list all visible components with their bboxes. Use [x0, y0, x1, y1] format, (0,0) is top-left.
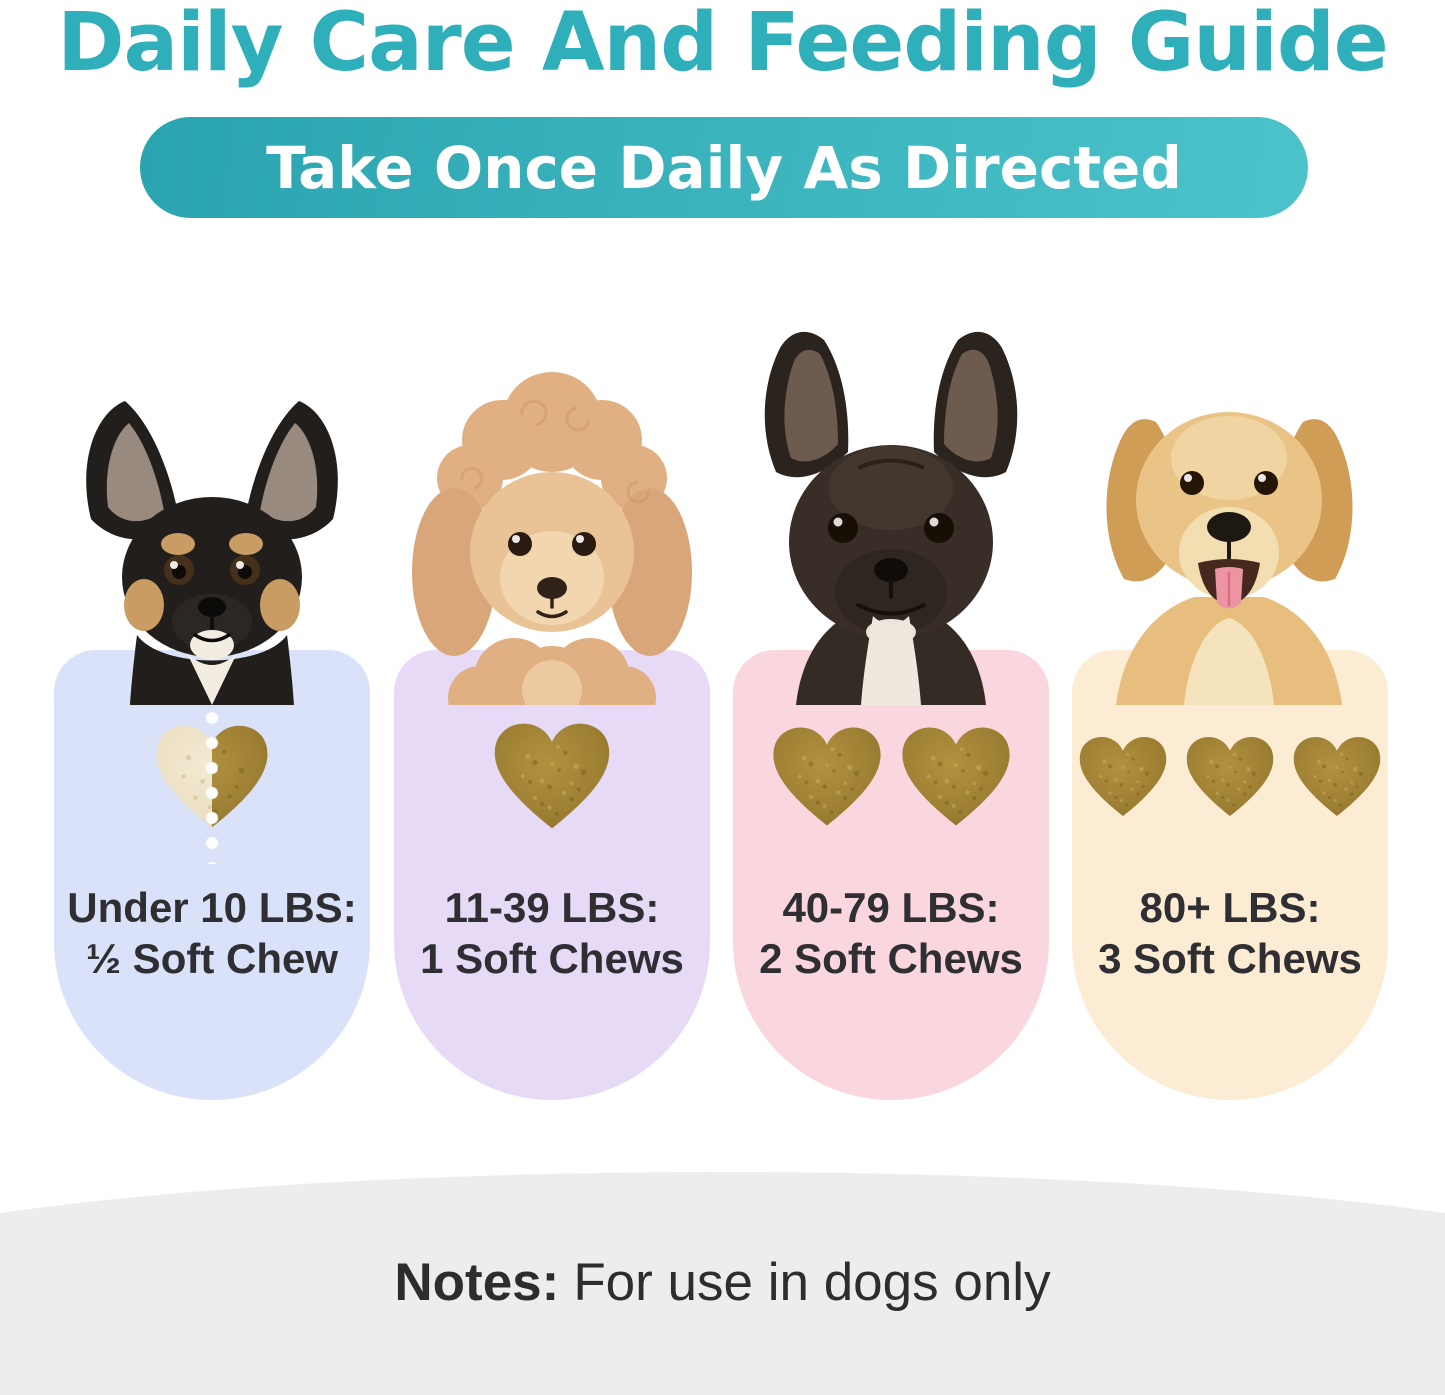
- soft-chew-icon: [1291, 734, 1383, 819]
- dog-photo-french-bulldog: [746, 320, 1036, 705]
- dose-card-under-10-lbs: Under 10 LBS: ½ Soft Chew: [54, 650, 370, 1100]
- soft-chew-icon: [1077, 734, 1169, 819]
- dose-amount-label: 1 Soft Chews: [420, 935, 684, 982]
- dog-photo-chihuahua: [67, 385, 357, 705]
- dog-photo-golden-retriever: [1072, 315, 1387, 705]
- weight-range-label: 11-39 LBS:: [444, 884, 660, 931]
- notes-text: For use in dogs only: [573, 1253, 1051, 1312]
- soft-chew-icon: [770, 724, 884, 829]
- dose-card-11-39-lbs: 11-39 LBS: 1 Soft Chews: [394, 650, 710, 1100]
- directions-banner: Take Once Daily As Directed: [140, 117, 1308, 218]
- dose-card-80-plus-lbs: 80+ LBS: 3 Soft Chews: [1072, 650, 1388, 1100]
- soft-chew-icon: [491, 720, 613, 832]
- notes-footer-band: [0, 1172, 1445, 1395]
- soft-chew-icon: [1184, 734, 1276, 819]
- chew-icons-row: [1072, 714, 1388, 838]
- directions-banner-label: Take Once Daily As Directed: [266, 133, 1182, 202]
- soft-chew-icon: [899, 724, 1013, 829]
- weight-range-label: 80+ LBS:: [1139, 884, 1321, 931]
- dose-amount-label: ½ Soft Chew: [85, 935, 339, 982]
- chew-icons-row: [733, 714, 1049, 838]
- dose-amount-label: 2 Soft Chews: [759, 935, 1023, 982]
- white-dotted-cut-line: [205, 686, 219, 864]
- dose-amount-label: 3 Soft Chews: [1098, 935, 1362, 982]
- page-title: Daily Care And Feeding Guide: [57, 0, 1389, 90]
- dog-photo-poodle: [402, 360, 702, 705]
- weight-range-label: 40-79 LBS:: [782, 884, 1000, 931]
- notes-label: Notes:: [394, 1253, 560, 1312]
- weight-range-label: Under 10 LBS:: [67, 884, 357, 931]
- notes-line: Notes: For use in dogs only: [0, 1252, 1445, 1313]
- dose-card-40-79-lbs: 40-79 LBS: 2 Soft Chews: [733, 650, 1049, 1100]
- chew-icons-row: [394, 714, 710, 838]
